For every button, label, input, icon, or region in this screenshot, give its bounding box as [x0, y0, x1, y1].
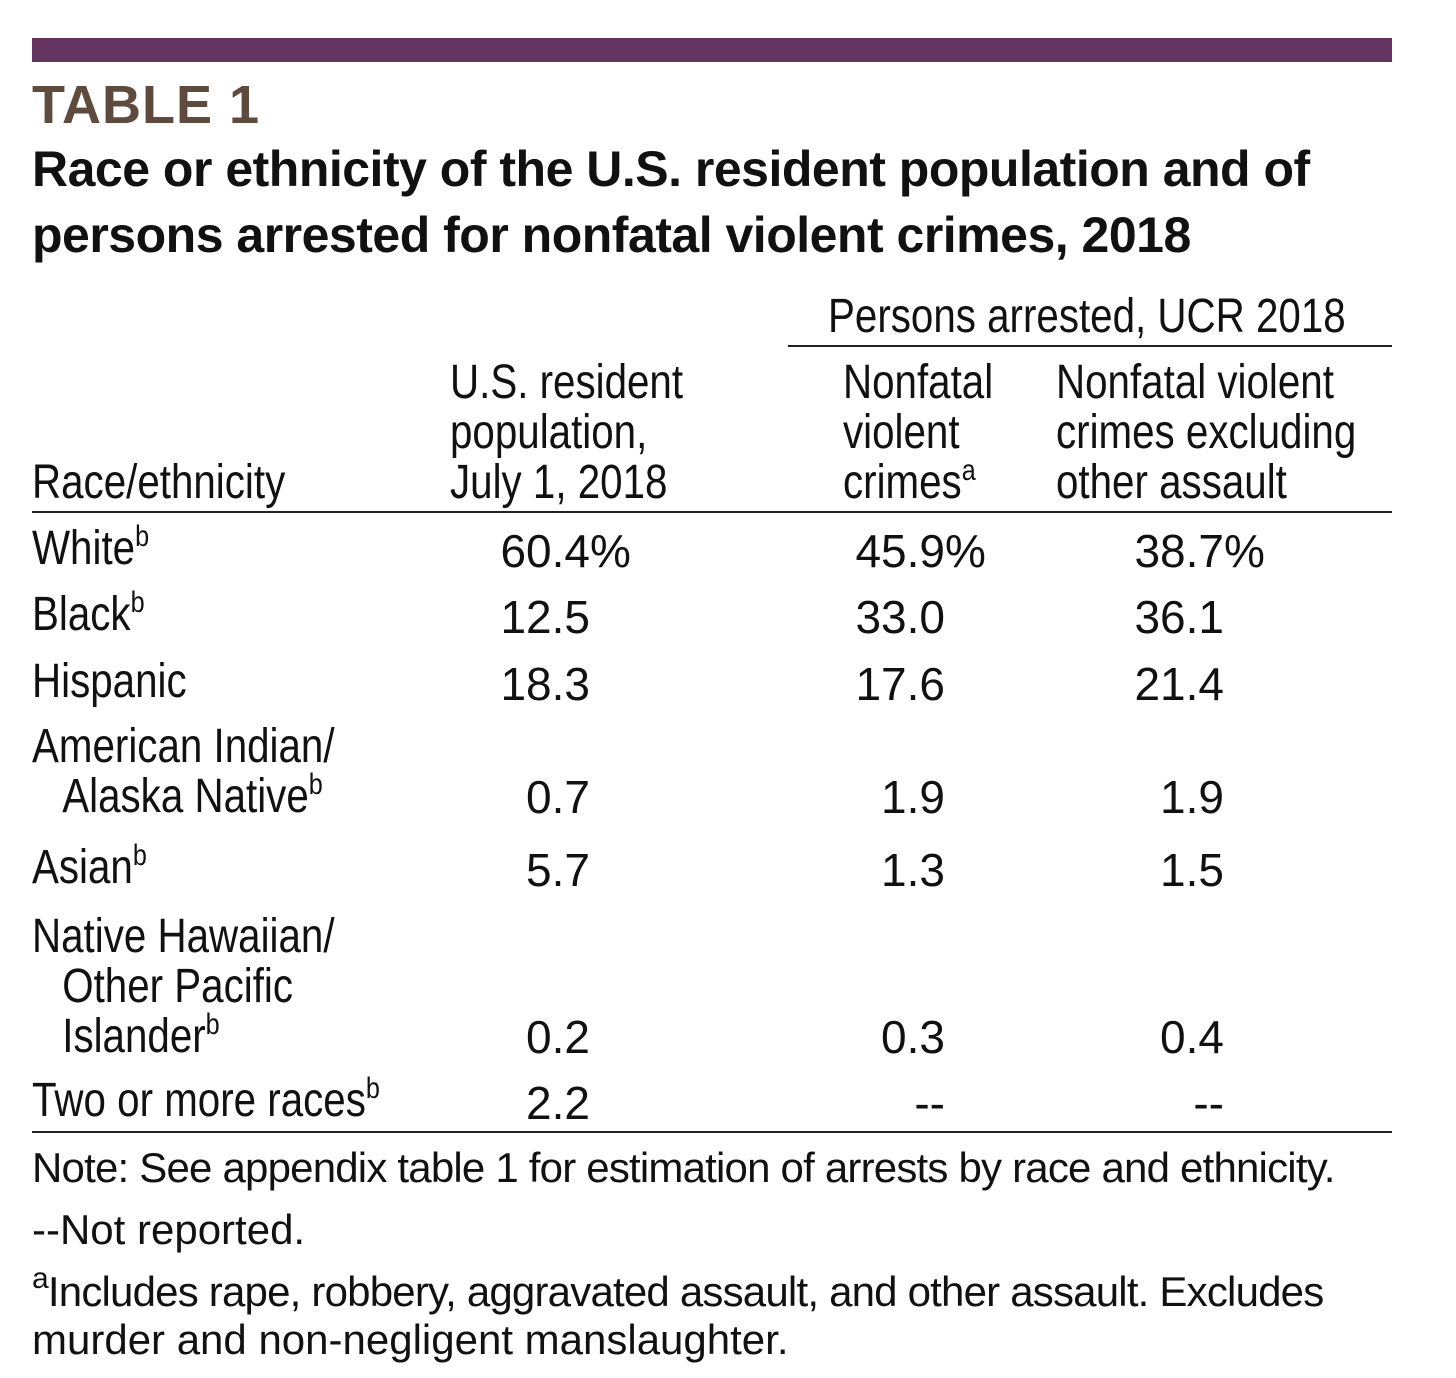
row-label: Islander — [62, 1010, 206, 1063]
cell-nonfatal: 45.9% — [855, 525, 986, 577]
footnote-marker: b — [308, 768, 323, 801]
group-header-rule — [788, 345, 1392, 347]
footnote-marker: a — [961, 454, 976, 487]
header-line: Nonfatal — [843, 356, 994, 409]
footnote-a: aIncludes rape, robbery, aggravated assa… — [32, 1262, 1324, 1315]
header-line: violent — [843, 406, 960, 459]
cell-population: 2.2 — [526, 1077, 590, 1129]
row-label: Other Pacific — [62, 960, 294, 1013]
cell-population: 18.3 — [500, 658, 590, 710]
cell-excluding: 1.9 — [1160, 771, 1224, 823]
cell-nonfatal: 17.6 — [855, 658, 945, 710]
header-color-bar — [32, 38, 1392, 62]
header-line: other assault — [1056, 456, 1287, 509]
column-header-nonfatal: Nonfatal violent crimesa — [843, 358, 993, 514]
row-label: Two or more races — [32, 1074, 366, 1127]
cell-excluding: 0.4 — [1160, 1011, 1224, 1063]
row-label: Hispanic — [32, 655, 187, 708]
cell-excluding: -- — [1193, 1077, 1224, 1129]
row-label: Asian — [32, 841, 133, 894]
group-header-persons-arrested: Persons arrested, UCR 2018 — [828, 290, 1346, 343]
cell-population: 0.7 — [526, 771, 590, 823]
cell-population: 0.2 — [526, 1011, 590, 1063]
column-header-excluding: Nonfatal violent crimes excluding other … — [1056, 358, 1356, 508]
footnote-marker: b — [130, 586, 145, 619]
footnote-marker: a — [32, 1262, 49, 1295]
row-label: Alaska Native — [62, 770, 309, 823]
header-line: crimes excluding — [1056, 406, 1357, 459]
row-label: White — [32, 522, 136, 575]
cell-nonfatal: -- — [914, 1077, 945, 1129]
header-line: Nonfatal violent — [1056, 356, 1334, 409]
column-header-population: U.S. resident population, July 1, 2018 — [450, 358, 683, 508]
footnote-marker: b — [205, 1008, 220, 1041]
cell-population: 12.5 — [500, 591, 590, 643]
table-title-line-1: Race or ethnicity of the U.S. resident p… — [32, 141, 1310, 197]
cell-excluding: 36.1 — [1134, 591, 1224, 643]
header-line: U.S. resident — [450, 356, 684, 409]
header-line: population, — [450, 406, 648, 459]
column-header-race: Race/ethnicity — [32, 456, 286, 509]
table-label: TABLE 1 — [32, 75, 261, 135]
footnote-marker: b — [132, 839, 147, 872]
header-line: crimes — [843, 456, 962, 509]
cell-nonfatal: 1.3 — [881, 844, 945, 896]
cell-excluding: 38.7% — [1134, 525, 1265, 577]
cell-excluding: 1.5 — [1160, 844, 1224, 896]
cell-nonfatal: 33.0 — [855, 591, 945, 643]
footnote-marker: b — [365, 1072, 380, 1105]
cell-population: 60.4% — [500, 525, 631, 577]
table-note: Note: See appendix table 1 for estimatio… — [32, 1144, 1335, 1191]
header-rule — [32, 511, 1392, 513]
not-reported-note: --Not reported. — [32, 1206, 306, 1253]
cell-population: 5.7 — [526, 844, 590, 896]
footnote-marker: b — [135, 520, 150, 553]
row-label: Native Hawaiian/ — [32, 910, 335, 963]
cell-nonfatal: 1.9 — [881, 771, 945, 823]
header-line: July 1, 2018 — [450, 456, 668, 509]
cell-nonfatal: 0.3 — [881, 1011, 945, 1063]
table-bottom-rule — [32, 1131, 1392, 1133]
row-label: American Indian/ — [32, 720, 335, 773]
row-label: Black — [32, 588, 131, 641]
table-title-line-2: persons arrested for nonfatal violent cr… — [32, 207, 1191, 263]
footnote-a-continued: murder and non-negligent manslaughter. — [32, 1316, 789, 1363]
cell-excluding: 21.4 — [1134, 658, 1224, 710]
